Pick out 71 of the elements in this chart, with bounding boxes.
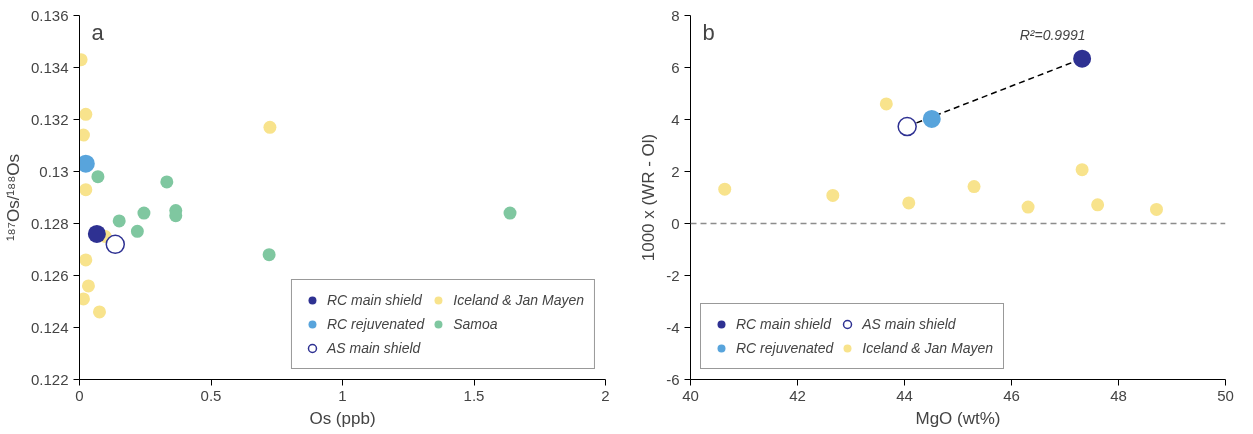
point	[1075, 163, 1089, 177]
point	[262, 248, 276, 262]
x-tick-label: 0.5	[200, 386, 222, 404]
legend-label: AS main shield	[862, 316, 956, 332]
y-tick-label: 4	[671, 110, 680, 128]
point	[967, 180, 981, 194]
y-tick-label: 6	[671, 58, 680, 76]
y-tick-label: 0.126	[30, 266, 69, 284]
annotation: R²=0.9991	[1019, 26, 1086, 43]
point	[92, 305, 106, 319]
y-axis-title: 1000 x (WR - Ol)	[639, 133, 659, 262]
point	[718, 182, 732, 196]
y-axis-title: ¹⁸⁷Os/¹⁸⁸Os	[3, 153, 23, 242]
point	[79, 154, 95, 173]
point	[91, 170, 105, 184]
point	[503, 206, 517, 220]
point	[81, 279, 95, 293]
x-tick-label: 0	[75, 386, 84, 404]
y-tick-label: 0.122	[30, 370, 69, 388]
point	[79, 107, 93, 121]
y-tick-label: 0.124	[30, 318, 69, 336]
point	[826, 188, 840, 202]
legend-label: Samoa	[453, 316, 498, 332]
point	[1091, 198, 1105, 212]
y-tick-label: 0.132	[30, 110, 69, 128]
y-tick-label: 2	[671, 162, 680, 180]
y-tick-label: 8	[671, 6, 680, 24]
point	[897, 116, 917, 137]
y-tick-label: -4	[666, 318, 680, 336]
point	[160, 175, 174, 189]
x-tick-label: 1.5	[463, 386, 485, 404]
x-tick-label: 46	[1003, 386, 1020, 404]
chart-title: b	[702, 19, 715, 45]
legend-label: Iceland & Jan Mayen	[453, 292, 584, 308]
legend-label: RC rejuvenated	[736, 340, 834, 356]
point	[112, 214, 126, 228]
x-tick-label: 44	[896, 386, 913, 404]
x-tick-label: 1	[338, 386, 347, 404]
legend-label: RC main shield	[736, 316, 831, 332]
y-tick-label: 0.13	[39, 162, 69, 180]
point	[137, 206, 151, 220]
y-tick-label: 0.128	[30, 214, 69, 232]
point	[1149, 202, 1163, 216]
point	[79, 183, 93, 197]
point	[1073, 49, 1092, 68]
legend-label: RC main shield	[326, 292, 422, 308]
x-tick-label: 40	[682, 386, 699, 404]
y-tick-label: 0	[671, 214, 680, 232]
x-tick-label: 50	[1217, 386, 1234, 404]
legend-label: RC rejuvenated	[326, 316, 425, 332]
y-tick-label: -2	[666, 266, 680, 284]
legend-label: Iceland & Jan Mayen	[862, 340, 994, 356]
y-tick-label: 0.136	[30, 6, 69, 24]
x-axis-title: Os (ppb)	[309, 408, 376, 428]
y-tick-label: 0.134	[30, 58, 69, 76]
y-tick-label: -6	[666, 370, 680, 388]
point	[263, 120, 277, 134]
point	[79, 253, 93, 267]
x-tick-label: 42	[789, 386, 806, 404]
legend-label: AS main shield	[326, 340, 421, 356]
point	[87, 224, 106, 243]
chart-title: a	[91, 19, 105, 45]
point	[1021, 200, 1035, 214]
point	[130, 224, 144, 238]
x-tick-label: 2	[601, 386, 610, 404]
point	[902, 196, 916, 210]
point	[879, 97, 893, 111]
x-tick-label: 48	[1110, 386, 1127, 404]
point	[922, 110, 941, 128]
x-axis-title: MgO (wt%)	[915, 408, 1001, 428]
point	[105, 234, 126, 255]
